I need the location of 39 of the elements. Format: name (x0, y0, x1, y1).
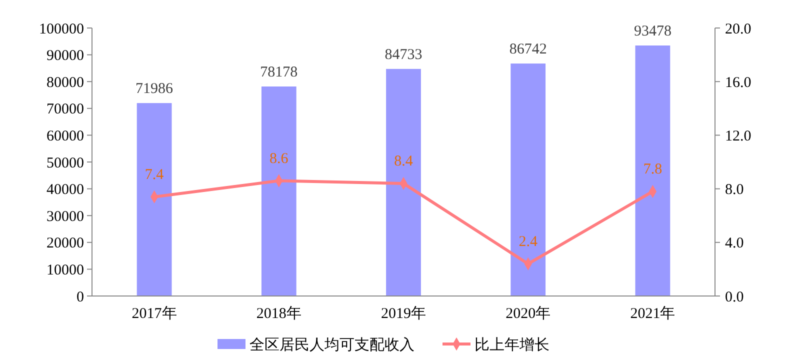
data-label: 71986 (136, 81, 174, 98)
data-label: 84733 (384, 46, 422, 63)
x-tick-label: 2018年 (256, 305, 302, 322)
y2-tick-label: 8.0 (725, 182, 744, 198)
legend-label: 比上年增长 (474, 336, 550, 354)
y-tick-label: 80000 (46, 74, 84, 91)
y-tick-label: 50000 (46, 155, 84, 172)
y-tick-label: 90000 (46, 48, 84, 64)
bar (635, 45, 670, 296)
y-tick-label: 0 (76, 289, 84, 306)
bar (386, 68, 421, 296)
data-label: 93478 (634, 23, 672, 40)
y-tick-label: 70000 (46, 102, 84, 118)
data-label: 8.4 (394, 153, 414, 170)
y-tick-label: 60000 (46, 128, 84, 144)
x-tick-label: 2020年 (506, 305, 551, 322)
bar (261, 86, 296, 296)
bar (510, 64, 546, 296)
y-tick-label: 20000 (46, 236, 84, 252)
x-tick-label: 2019年 (381, 305, 426, 322)
legend-label: 全区居民人均可支配收入 (250, 336, 414, 354)
y2-tick-label: 12.0 (725, 128, 752, 144)
y2-tick-label: 16.0 (725, 74, 752, 91)
bar (136, 103, 172, 296)
data-label: 7.8 (643, 161, 662, 178)
data-label: 78178 (260, 64, 298, 80)
y-tick-label: 30000 (46, 208, 84, 225)
y2-tick-label: 0.0 (725, 289, 744, 306)
data-label: 7.4 (144, 166, 164, 183)
data-label: 8.6 (270, 150, 289, 167)
y-tick-label: 40000 (46, 182, 84, 198)
y-tick-label: 10000 (46, 262, 84, 278)
x-tick-label: 2017年 (132, 305, 177, 322)
x-tick-label: 2021年 (630, 305, 676, 322)
data-label: 86742 (509, 42, 547, 58)
y2-tick-label: 20.0 (725, 21, 752, 38)
y-tick-label: 100000 (39, 21, 84, 38)
y2-tick-label: 4.0 (725, 236, 744, 252)
data-label: 2.4 (518, 234, 538, 250)
